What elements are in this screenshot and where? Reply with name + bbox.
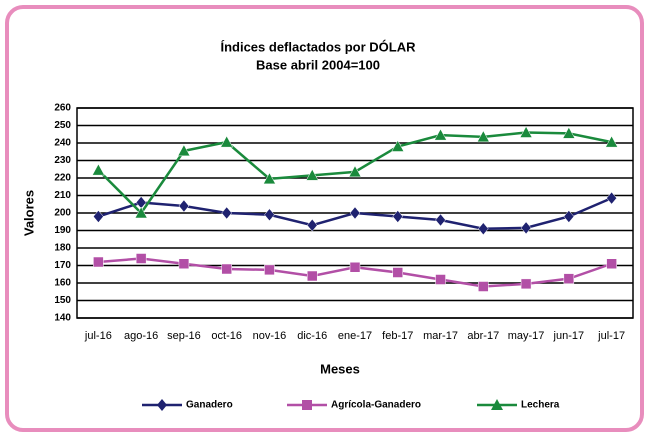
- x-tick-label: mar-17: [423, 330, 458, 342]
- x-tick-label: jul-16: [84, 330, 112, 342]
- marker: [178, 199, 190, 213]
- marker: [221, 263, 232, 275]
- x-tick-label: jun-17: [553, 330, 585, 342]
- marker: [520, 278, 532, 290]
- y-tick-label: 200: [54, 208, 71, 219]
- marker: [606, 191, 617, 205]
- marker: [606, 258, 617, 269]
- marker: [177, 144, 191, 157]
- marker: [91, 163, 105, 176]
- marker: [264, 264, 275, 276]
- marker: [563, 273, 575, 284]
- y-tick-label: 160: [54, 278, 71, 289]
- y-tick-label: 240: [54, 138, 71, 149]
- y-tick-label: 260: [54, 103, 71, 114]
- marker: [263, 172, 276, 185]
- legend-label: Lechera: [521, 400, 560, 411]
- y-tick-label: 140: [54, 313, 71, 324]
- x-tick-label: abr-17: [467, 330, 499, 342]
- x-tick-label: oct-16: [211, 330, 242, 342]
- marker: [93, 210, 104, 223]
- marker: [157, 399, 167, 411]
- marker: [178, 258, 190, 269]
- marker: [519, 125, 533, 138]
- marker: [135, 253, 147, 264]
- x-tick-label: ene-17: [338, 330, 372, 342]
- y-tick-label: 170: [54, 260, 71, 271]
- chart-title: Índices deflactados por DÓLAR: [220, 39, 416, 54]
- marker: [491, 399, 503, 410]
- marker: [605, 135, 619, 148]
- y-tick-label: 180: [54, 243, 71, 254]
- marker: [221, 206, 233, 220]
- x-tick-label: dic-16: [297, 330, 327, 342]
- marker: [306, 218, 318, 232]
- marker: [348, 165, 362, 178]
- marker: [349, 206, 361, 220]
- marker: [478, 281, 489, 292]
- y-tick-label: 250: [54, 120, 71, 131]
- marker: [435, 213, 446, 227]
- marker: [392, 267, 404, 278]
- y-tick-label: 150: [54, 295, 71, 306]
- y-tick-label: 220: [54, 173, 71, 184]
- marker: [434, 128, 447, 141]
- legend-label: Agrícola-Ganadero: [331, 400, 421, 411]
- chart-subtitle: Base abril 2004=100: [256, 57, 380, 72]
- x-tick-label: may-17: [508, 330, 545, 342]
- marker: [302, 400, 312, 410]
- marker: [306, 270, 318, 282]
- marker: [93, 256, 104, 268]
- x-tick-label: feb-17: [382, 330, 413, 342]
- legend-label: Ganadero: [186, 400, 233, 411]
- x-axis-title: Meses: [320, 361, 360, 376]
- marker: [476, 130, 490, 143]
- marker: [134, 206, 148, 219]
- marker: [563, 210, 575, 223]
- marker: [349, 262, 361, 273]
- marker: [392, 210, 404, 223]
- marker: [435, 274, 446, 285]
- x-tick-label: jul-17: [597, 330, 625, 342]
- marker: [220, 135, 234, 148]
- marker: [391, 139, 405, 152]
- marker: [520, 221, 532, 235]
- y-tick-label: 230: [54, 155, 71, 166]
- marker: [477, 222, 489, 236]
- x-tick-label: nov-16: [253, 330, 287, 342]
- y-tick-label: 190: [54, 225, 71, 236]
- x-tick-label: sep-16: [167, 330, 201, 342]
- x-tick-label: ago-16: [124, 330, 158, 342]
- y-tick-label: 210: [54, 190, 71, 201]
- marker: [264, 208, 275, 222]
- marker: [562, 126, 576, 139]
- marker: [305, 168, 319, 181]
- y-axis-title: Valores: [21, 190, 36, 236]
